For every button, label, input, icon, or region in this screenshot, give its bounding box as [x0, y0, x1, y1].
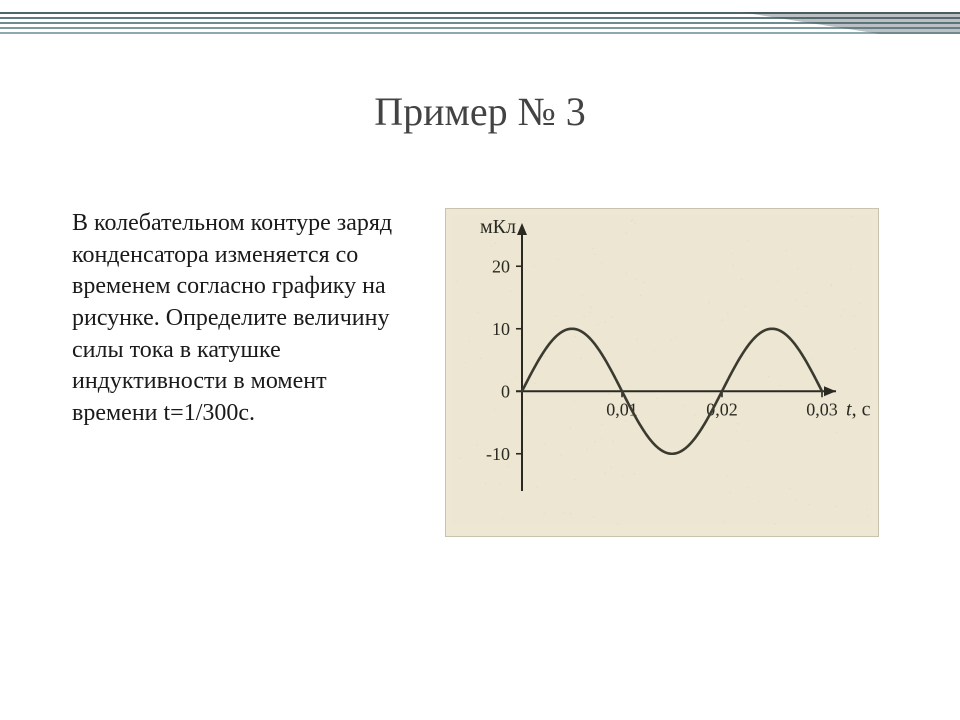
svg-text:0: 0	[501, 381, 510, 401]
slide-title: Пример № 3	[0, 88, 960, 135]
problem-text: В колебательном контуре заряд конденсато…	[72, 208, 412, 430]
chart-area: -10 0 10 20 мКл 0,01 0,02 0,03 t, с	[436, 208, 888, 537]
svg-text:мКл: мКл	[480, 216, 516, 238]
svg-text:0,02: 0,02	[706, 399, 738, 419]
svg-text:10: 10	[492, 319, 510, 339]
header-ribbon	[0, 0, 960, 54]
svg-text:-10: -10	[486, 444, 510, 464]
chart-frame: -10 0 10 20 мКл 0,01 0,02 0,03 t, с	[445, 208, 879, 537]
content-area: В колебательном контуре заряд конденсато…	[72, 208, 888, 660]
svg-text:t, с: t, с	[846, 398, 871, 420]
svg-text:0,03: 0,03	[806, 399, 838, 419]
svg-text:0,01: 0,01	[606, 399, 638, 419]
svg-text:20: 20	[492, 256, 510, 276]
sine-chart: -10 0 10 20 мКл 0,01 0,02 0,03 t, с	[452, 215, 872, 525]
